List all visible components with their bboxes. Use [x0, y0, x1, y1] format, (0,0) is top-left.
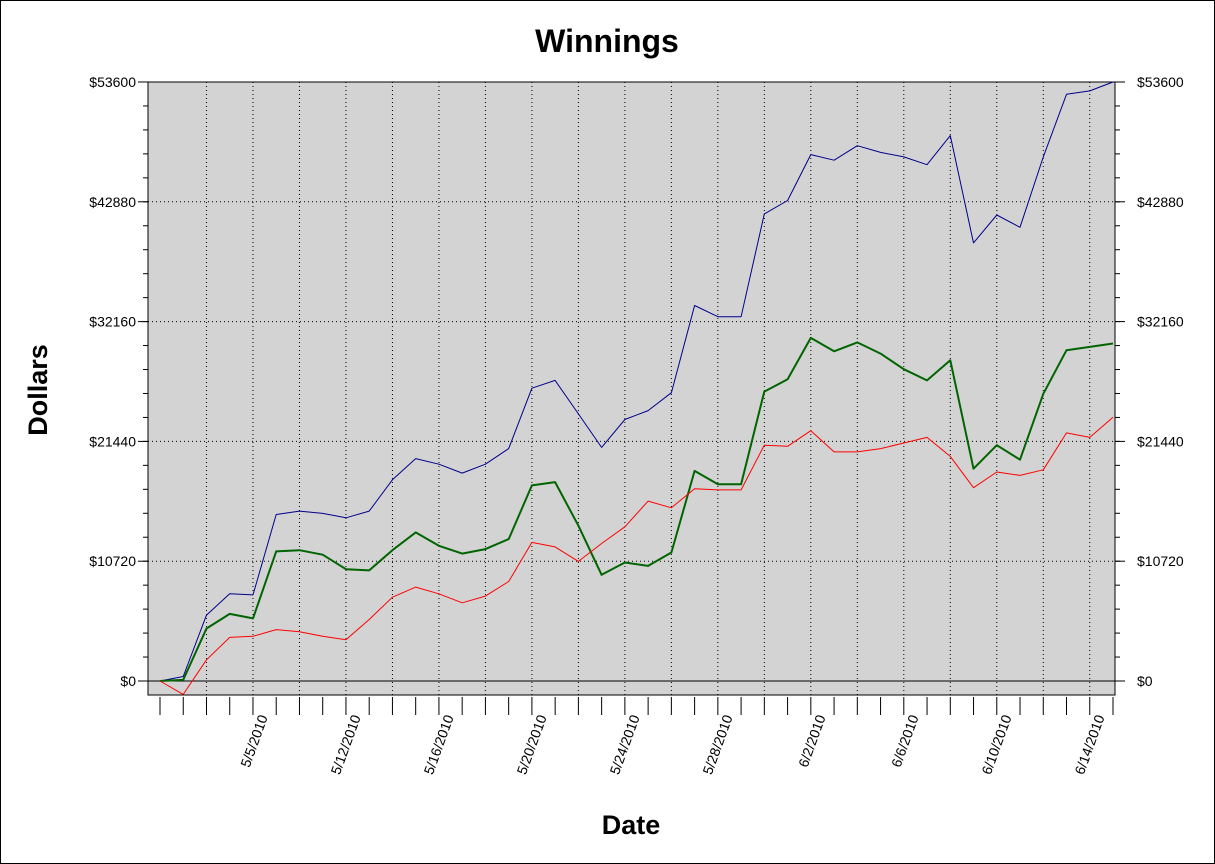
y-tick-label-left: $10720	[89, 553, 136, 569]
x-tick-label: 5/16/2010	[420, 712, 456, 776]
series-lines	[159, 81, 1114, 695]
x-tick-label: 6/10/2010	[978, 712, 1014, 776]
y-tick-label-right: $10720	[1137, 553, 1184, 569]
y-tick-label-right: $32160	[1137, 314, 1184, 330]
series-line-1	[159, 81, 1114, 682]
chart-title: Winnings	[535, 23, 679, 59]
y-tick-label-right: $53600	[1137, 74, 1184, 90]
series-line-2	[159, 336, 1114, 682]
x-tick-label: 6/14/2010	[1071, 712, 1107, 776]
y-tick-label-right: $42880	[1137, 194, 1184, 210]
x-tick-label: 5/5/2010	[237, 712, 271, 769]
y-tick-label-left: $42880	[89, 194, 136, 210]
y-tick-label-left: $53600	[89, 74, 136, 90]
y-tick-label-left: $0	[120, 673, 136, 689]
y-tick-label-right: $21440	[1137, 433, 1184, 449]
y-tick-label-left: $32160	[89, 314, 136, 330]
x-tick-label: 5/28/2010	[699, 712, 735, 776]
x-tick-label: 5/12/2010	[327, 712, 363, 776]
x-tick-label: 6/2/2010	[795, 712, 829, 769]
y-axis-title: Dollars	[23, 344, 53, 436]
x-tick-label: 5/20/2010	[513, 712, 549, 776]
plot-area	[147, 81, 1116, 696]
x-tick-label: 6/6/2010	[888, 712, 922, 769]
series-line-3	[159, 416, 1114, 695]
x-axis-title: Date	[602, 810, 661, 840]
axes	[138, 81, 1125, 715]
x-tick-label: 5/24/2010	[606, 712, 642, 776]
y-tick-label-left: $21440	[89, 433, 136, 449]
y-tick-label-right: $0	[1137, 673, 1153, 689]
